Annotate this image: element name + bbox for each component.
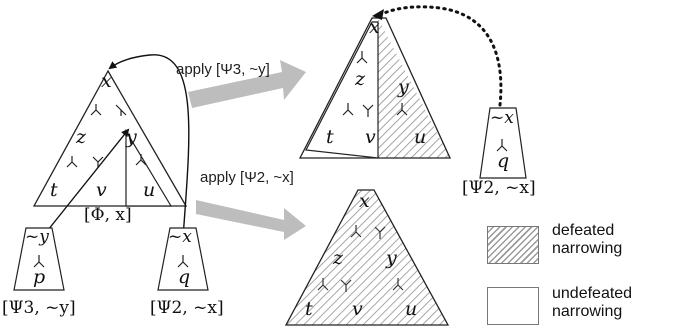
narrowing-psi2-right-outline <box>479 107 527 179</box>
node-z-bottom-right: z <box>333 247 344 269</box>
tree-bottom-right <box>284 189 450 326</box>
apply-label-bottom: apply [Ψ2, ~x] <box>200 169 294 186</box>
legend-defeated-label: defeated narrowing <box>552 222 622 259</box>
caption-psi2-left: [Ψ2, ~x] <box>150 298 224 318</box>
apply-arrow-bottom <box>196 200 306 240</box>
edge-glyphs <box>66 104 147 168</box>
tree-top-right-hatched <box>372 18 450 158</box>
tree-bottom-right-outline <box>284 189 450 326</box>
node-p: p <box>33 266 46 288</box>
node-q-left: q <box>178 266 191 288</box>
node-v-top-right: v <box>365 126 376 148</box>
legend-undefeated-line1: undefeated <box>552 285 633 302</box>
node-y-left: y <box>126 126 137 148</box>
node-t-bottom-right: t <box>305 298 313 320</box>
node-u-left: u <box>143 179 156 201</box>
tree-phi-x <box>32 54 190 241</box>
attack-arrow-y <box>39 128 130 241</box>
node-z-left: z <box>76 126 87 148</box>
node-u-top-right: u <box>414 126 427 148</box>
caption-psi2-right: [Ψ2, ~x] <box>462 178 536 198</box>
legend-undefeated-line2: narrowing <box>552 303 623 321</box>
node-x-bottom-right: x <box>359 190 370 212</box>
node-x-left: x <box>101 70 112 92</box>
apply-label-top: apply [Ψ3, ~y] <box>176 61 270 78</box>
node-q-right: q <box>497 150 510 172</box>
edge-glyph-psi3 <box>33 255 45 268</box>
node-not-y: ~y <box>25 227 49 247</box>
node-y-top-right: y <box>398 76 409 98</box>
edge-glyph-psi2-left <box>177 255 189 268</box>
legend-undefeated-label: undefeated narrowing <box>552 285 632 322</box>
dotted-attack-arrow <box>380 5 503 107</box>
node-z-top-right: z <box>355 68 366 90</box>
legend-swatch-undefeated <box>487 287 539 325</box>
node-u-bottom-right: u <box>405 298 418 320</box>
node-v-left: v <box>96 179 107 201</box>
legend-defeated-line1: defeated <box>552 222 615 239</box>
caption-phi-x: [Φ, x] <box>84 205 132 225</box>
tree-top-right <box>298 17 452 159</box>
node-t-left: t <box>50 179 58 201</box>
legend-swatch-defeated <box>487 226 539 264</box>
legend-defeated-line2: narrowing <box>552 240 623 258</box>
attack-arrow-x <box>108 54 190 239</box>
dotted-arrow-head <box>372 9 384 20</box>
subtree-y-outline <box>125 128 173 207</box>
edge-glyph-psi2-right <box>496 139 508 152</box>
tree-top-right-left-part <box>305 21 379 159</box>
node-y-bottom-right: y <box>386 247 397 269</box>
node-not-x-left: ~x <box>168 227 192 247</box>
node-x-top-right: x <box>369 16 380 38</box>
node-not-x-right: ~x <box>490 108 514 128</box>
node-t-top-right: t <box>326 126 334 148</box>
node-v-bottom-right: v <box>352 298 363 320</box>
caption-psi3: [Ψ3, ~y] <box>2 298 76 318</box>
apply-arrow-top <box>188 60 306 108</box>
